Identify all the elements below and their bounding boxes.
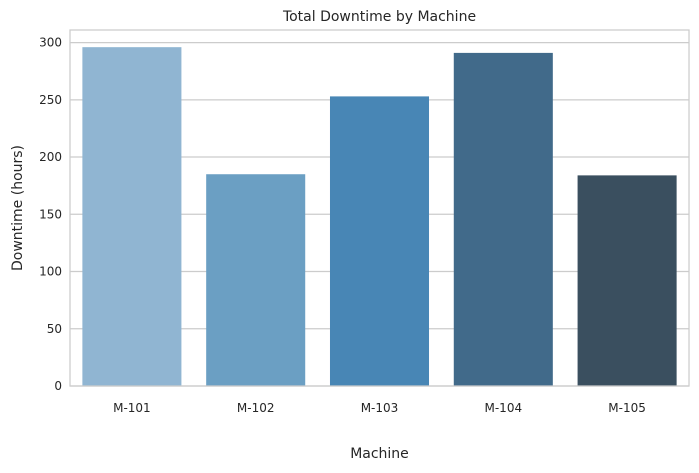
bar-m-104 — [453, 52, 553, 386]
x-axis-label: Machine — [350, 446, 409, 462]
y-axis-label: Downtime (hours) — [10, 145, 26, 271]
x-tick-labels: M-101 M-102 M-103 M-104 M-105 — [113, 401, 646, 415]
x-tick-label: M-104 — [485, 401, 523, 415]
y-tick-label: 50 — [47, 322, 62, 336]
bars — [82, 47, 677, 387]
x-tick-label: M-102 — [237, 401, 275, 415]
y-tick-label: 250 — [39, 93, 62, 107]
y-tick-label: 100 — [39, 265, 62, 279]
plot-frame — [69, 29, 690, 387]
y-tick-label: 300 — [39, 36, 62, 50]
bar-m-105 — [577, 175, 677, 386]
bar-m-103 — [329, 96, 430, 387]
bar-m-101 — [82, 47, 182, 387]
x-tick-label: M-105 — [608, 401, 646, 415]
y-tick-label: 0 — [54, 379, 62, 393]
y-tick-labels: 0 50 100 150 200 250 300 — [39, 36, 62, 393]
x-tick-label: M-103 — [361, 401, 399, 415]
y-tick-label: 150 — [39, 207, 62, 221]
y-tick-label: 200 — [39, 150, 62, 164]
chart-title: Total Downtime by Machine — [282, 9, 476, 25]
x-tick-label: M-101 — [113, 401, 151, 415]
bar-m-102 — [206, 174, 306, 386]
